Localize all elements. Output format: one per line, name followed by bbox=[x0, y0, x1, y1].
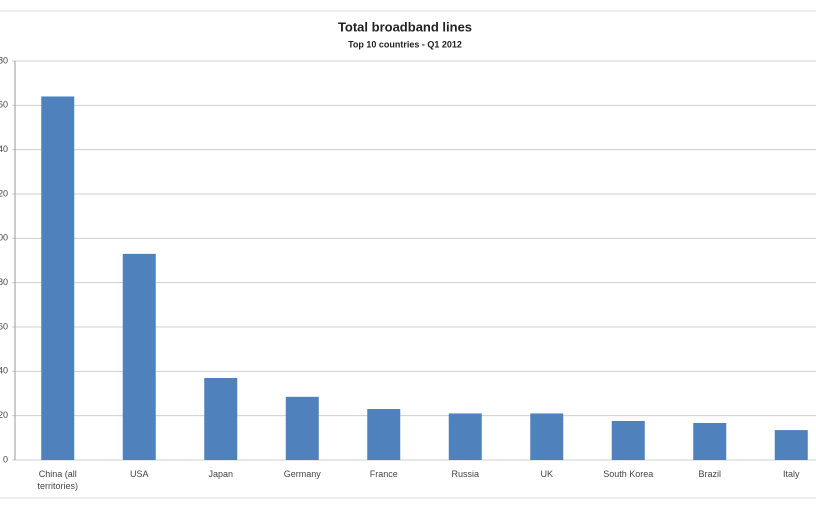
x-tick-label: China (all territories) bbox=[37, 469, 78, 491]
y-tick-label: 40 bbox=[0, 366, 8, 376]
x-tick-label: UK bbox=[540, 469, 553, 479]
y-tick-label: 100 bbox=[0, 233, 8, 243]
chart-title: Total broadband lines bbox=[338, 19, 472, 34]
bar bbox=[204, 377, 238, 460]
bar bbox=[285, 396, 319, 460]
x-tick-label: Russia bbox=[451, 469, 479, 479]
x-tick-label: France bbox=[369, 469, 398, 479]
bar bbox=[367, 409, 401, 460]
y-tick-label: 20 bbox=[0, 410, 8, 420]
bar bbox=[611, 420, 645, 460]
chart-subtitle: Top 10 countries - Q1 2012 bbox=[348, 39, 462, 49]
x-tick-label: USA bbox=[129, 469, 149, 479]
bar bbox=[693, 422, 727, 460]
x-tick-label: Japan bbox=[208, 469, 234, 479]
x-tick-label: Brazil bbox=[698, 469, 721, 479]
bar bbox=[41, 96, 75, 460]
y-tick-label: 180 bbox=[0, 55, 8, 65]
bar bbox=[530, 413, 564, 460]
y-tick-label: 160 bbox=[0, 100, 8, 110]
y-tick-label: 80 bbox=[0, 277, 8, 287]
y-tick-label: 140 bbox=[0, 144, 8, 154]
x-tick-label: South Korea bbox=[603, 469, 654, 479]
y-tick-label: 60 bbox=[0, 321, 8, 331]
y-tick-label: 120 bbox=[0, 188, 8, 198]
bar bbox=[122, 253, 156, 460]
y-tick-label: 0 bbox=[3, 454, 8, 464]
bar bbox=[774, 430, 808, 460]
x-tick-label: Germany bbox=[283, 469, 321, 479]
x-tick-label: Italy bbox=[782, 469, 800, 479]
bar bbox=[448, 413, 482, 460]
